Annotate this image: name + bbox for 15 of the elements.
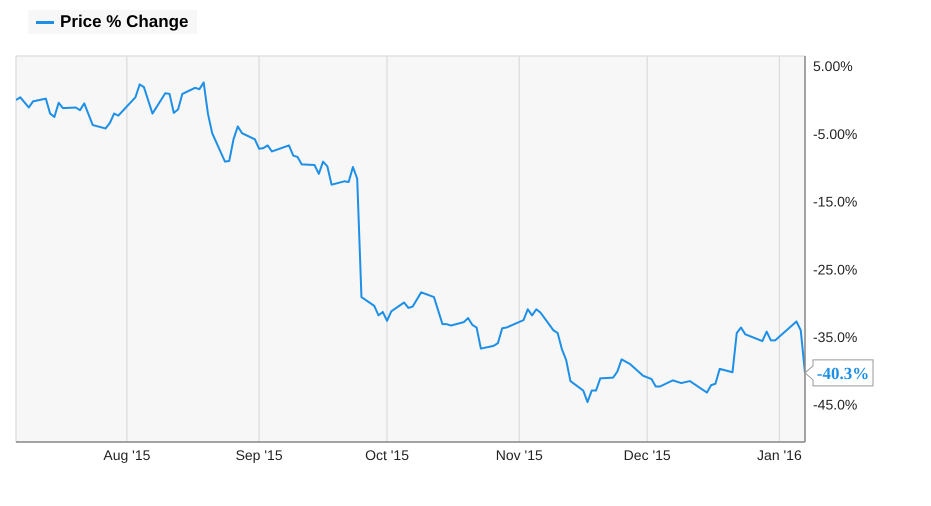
x-tick-label: Sep '15 [236, 446, 283, 463]
y-tick-label: 5.00% [813, 58, 853, 74]
y-tick-label: -45.0% [813, 396, 858, 413]
annotation: -40.3% [816, 364, 870, 383]
x-tick-label: Dec '15 [624, 446, 671, 463]
x-tick-label: Oct '15 [365, 446, 410, 463]
x-tick-label: Nov '15 [496, 446, 543, 463]
y-tick-label: -15.0% [813, 194, 858, 210]
x-tick-label: Jan '16 [757, 446, 802, 463]
y-tick-label: -35.0% [813, 329, 858, 346]
line-series [16, 81, 805, 404]
y-tick-label: -25.0% [813, 261, 858, 278]
legend-label: Price % Change [60, 12, 188, 32]
y-tick-label: -5.00% [813, 126, 858, 142]
x-tick-label: Aug '15 [103, 446, 151, 463]
